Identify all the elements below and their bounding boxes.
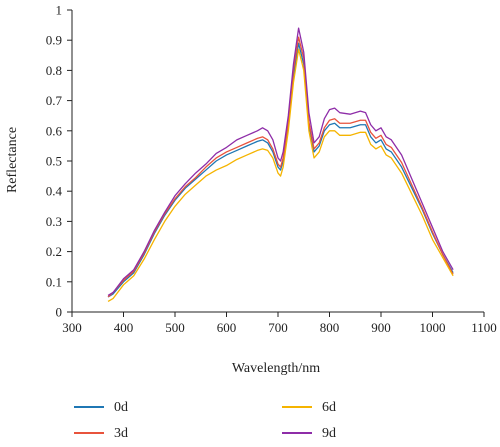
x-tick-label: 800 (320, 320, 340, 335)
x-tick-label: 600 (217, 320, 237, 335)
x-tick-label: 1100 (471, 320, 497, 335)
series-line-0d (107, 42, 454, 298)
legend: 0d 3d 6d 9d (74, 400, 336, 441)
x-tick-label: 900 (371, 320, 391, 335)
x-tick-label: 1000 (420, 320, 446, 335)
y-tick-label: 0.1 (46, 274, 62, 289)
series-lines (107, 27, 454, 302)
y-tick-label: 0.4 (46, 184, 63, 199)
y-tick-label: 0.7 (46, 93, 63, 108)
y-tick-label: 0.8 (46, 63, 62, 78)
legend-label-6d: 6d (322, 400, 336, 415)
y-tick-label: 0.5 (46, 154, 62, 169)
y-tick-label: 0.2 (46, 244, 62, 259)
x-axis-title: Wavelength/nm (232, 361, 320, 376)
y-tick-label: 1 (56, 3, 63, 18)
y-tick-label: 0 (56, 305, 63, 320)
x-tick-label: 300 (62, 320, 82, 335)
series-line-6d (107, 48, 454, 302)
y-axis-title: Reflectance (5, 127, 20, 193)
legend-label-9d: 9d (322, 426, 336, 441)
x-tick-label: 700 (268, 320, 288, 335)
x-tick-label: 500 (165, 320, 185, 335)
y-tick-label: 0.3 (46, 214, 62, 229)
axes: 300 400 500 600 700 800 900 1000 1100 0 0.1 0.2 0.3 0… (46, 3, 497, 336)
series-line-9d (107, 27, 454, 296)
y-tick-label: 0.6 (46, 123, 63, 138)
legend-label-3d: 3d (114, 426, 128, 441)
legend-label-0d: 0d (114, 400, 128, 415)
y-tick-label: 0.9 (46, 33, 62, 48)
x-tick-label: 400 (114, 320, 134, 335)
